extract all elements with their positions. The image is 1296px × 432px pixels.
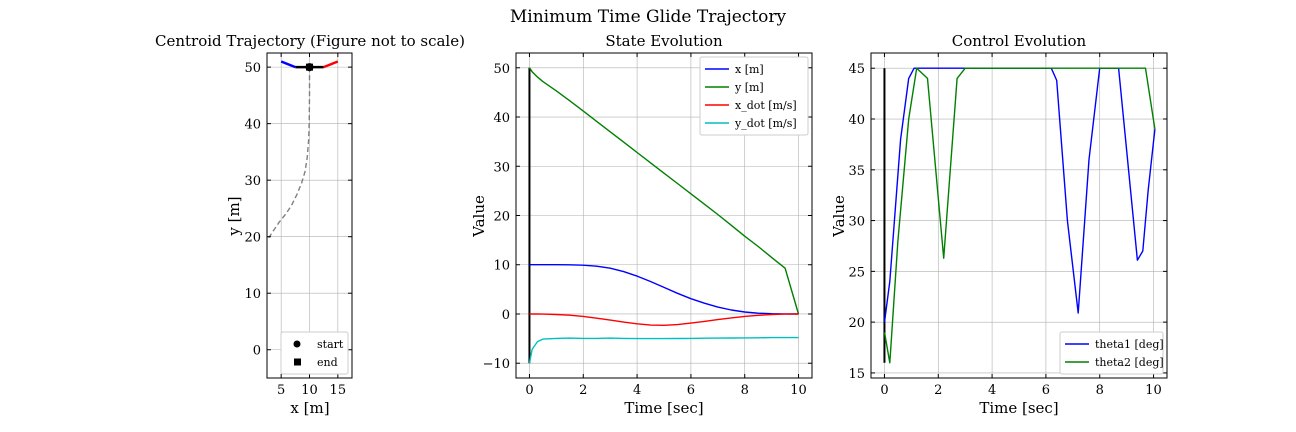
centroid-trajectory-panel: Centroid Trajectory (Figure not to scale… [155, 32, 465, 417]
control-x-tick-label: 4 [988, 383, 996, 398]
centroid-panel-title: Centroid Trajectory (Figure not to scale… [155, 32, 465, 50]
control-y-tick-label: 25 [848, 265, 865, 280]
centroid-y-tick-label: 0 [253, 344, 261, 359]
centroid-legend-marker-end [294, 358, 301, 366]
centroid-y-tick-label: 50 [244, 61, 261, 76]
state-x-axis-label: Time [sec] [624, 399, 703, 417]
centroid-legend-marker-start [293, 340, 301, 348]
control-plot-area [883, 67, 1156, 364]
centroid-series-line-panel1 [280, 60, 296, 69]
state-x-tick-label: 10 [790, 383, 807, 398]
control-y-tick-label: 35 [848, 164, 865, 179]
control-legend: theta1 [deg] theta2 [deg] [1059, 331, 1164, 375]
centroid-x-tick-label: 10 [301, 383, 318, 398]
centroid-y-tick-label: 20 [244, 231, 261, 246]
state-plot-area [528, 67, 800, 364]
control-series-line-s1 [883, 67, 1156, 364]
centroid-y-tick-label: 30 [244, 174, 261, 189]
state-x-tick-label: 4 [633, 383, 641, 398]
control-y-tick-label: 20 [848, 316, 865, 331]
state-y-tick-label: 0 [502, 308, 510, 323]
centroid-y-axis-label: y [m] [225, 196, 243, 236]
state-series-line-s2 [529, 313, 799, 326]
state-legend-label: y [m] [734, 81, 764, 94]
state-y-tick-label: 40 [493, 111, 510, 126]
control-x-tick-label: 2 [934, 383, 942, 398]
centroid-x-tick-label: 15 [330, 383, 347, 398]
state-y-tick-label: 50 [493, 62, 510, 77]
centroid-y-tick-label: 10 [244, 287, 261, 302]
state-legend: x [m] y [m] x_dot [m/s] y_dot [m/s] [699, 56, 809, 136]
state-legend-box [699, 56, 809, 136]
state-panel-title: State Evolution [605, 32, 723, 50]
state-series-line-s1 [528, 67, 800, 315]
centroid-series-line-panel2 [323, 60, 339, 69]
control-evolution-panel: Control Evolution Time [sec] Value 0 2 4 6 8… [830, 32, 1168, 417]
state-x-tick-label: 8 [741, 383, 749, 398]
state-y-tick-label: −10 [483, 357, 510, 372]
control-axes-frame [870, 52, 1168, 379]
figure-suptitle: Minimum Time Glide Trajectory [510, 7, 787, 27]
control-y-tick-label: 15 [848, 367, 865, 382]
control-y-tick-label: 30 [848, 215, 865, 230]
centroid-legend: start end [280, 331, 349, 375]
centroid-plot-area [267, 60, 339, 240]
control-grid [871, 53, 1167, 378]
state-series-line-s0 [529, 264, 799, 315]
control-x-axis-label: Time [sec] [979, 399, 1058, 417]
control-x-tick-label: 0 [880, 383, 888, 398]
control-legend-box [1059, 331, 1164, 375]
control-x-tick-label: 10 [1145, 383, 1162, 398]
state-x-tick-label: 2 [579, 383, 587, 398]
state-y-tick-label: 30 [493, 160, 510, 175]
control-y-axis-label: Value [830, 195, 848, 238]
state-y-axis-label: Value [470, 195, 488, 238]
state-x-tick-label: 0 [525, 383, 533, 398]
centroid-series-line-path [267, 67, 311, 240]
state-legend-label: x_dot [m/s] [735, 99, 797, 112]
control-series-line-s0 [883, 67, 1156, 323]
control-legend-label: theta1 [deg] [1095, 338, 1164, 351]
state-legend-label: x [m] [735, 63, 764, 76]
state-y-tick-label: 20 [493, 210, 510, 225]
control-x-tick-label: 6 [1042, 383, 1050, 398]
centroid-x-tick-label: 5 [277, 383, 285, 398]
control-legend-label: theta2 [deg] [1095, 356, 1164, 369]
state-x-tick-label: 6 [687, 383, 695, 398]
control-panel-title: Control Evolution [952, 32, 1087, 50]
centroid-legend-label: start [317, 338, 344, 351]
centroid-legend-label: end [317, 356, 338, 369]
state-evolution-panel: State Evolution Time [sec] Value 0 2 4 6 8 10… [470, 32, 813, 417]
state-y-tick-label: 10 [493, 259, 510, 274]
centroid-x-axis-label: x [m] [290, 399, 329, 417]
control-y-tick-label: 40 [848, 113, 865, 128]
state-legend-label: y_dot [m/s] [734, 117, 797, 130]
centroid-y-tick-label: 40 [244, 118, 261, 133]
control-x-tick-label: 8 [1096, 383, 1104, 398]
state-series-line-s3 [528, 336, 799, 364]
centroid-marker-end [306, 63, 313, 71]
control-y-tick-label: 45 [848, 62, 865, 77]
